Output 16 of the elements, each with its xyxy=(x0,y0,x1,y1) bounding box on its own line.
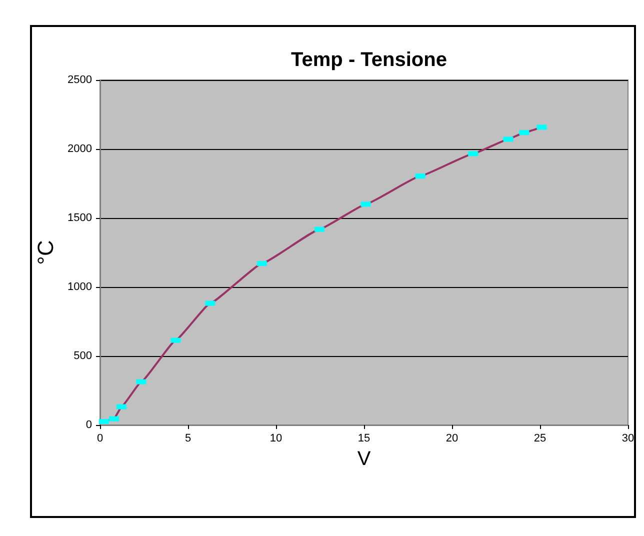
y-tick-label: 2500 xyxy=(68,74,92,86)
x-axis-title: V xyxy=(357,448,372,470)
x-tick-label: 20 xyxy=(446,432,458,444)
y-tick-label: 0 xyxy=(86,419,92,431)
y-tick-label: 500 xyxy=(74,350,92,362)
y-tick-label: 1000 xyxy=(68,281,92,293)
x-tick-label: 10 xyxy=(270,432,282,444)
y-tick-label: 2000 xyxy=(68,143,92,155)
y-axis-title: °C xyxy=(33,240,58,265)
x-tick-label: 5 xyxy=(184,432,192,444)
x-tick-label: 25 xyxy=(534,432,546,444)
x-tick-label: 30 xyxy=(622,432,634,444)
x-tick-label: 0 xyxy=(96,432,104,444)
chart-title: Temp - Tensione xyxy=(291,49,447,71)
y-tick-label: 1500 xyxy=(68,212,92,224)
x-tick-label: 15 xyxy=(358,432,370,444)
